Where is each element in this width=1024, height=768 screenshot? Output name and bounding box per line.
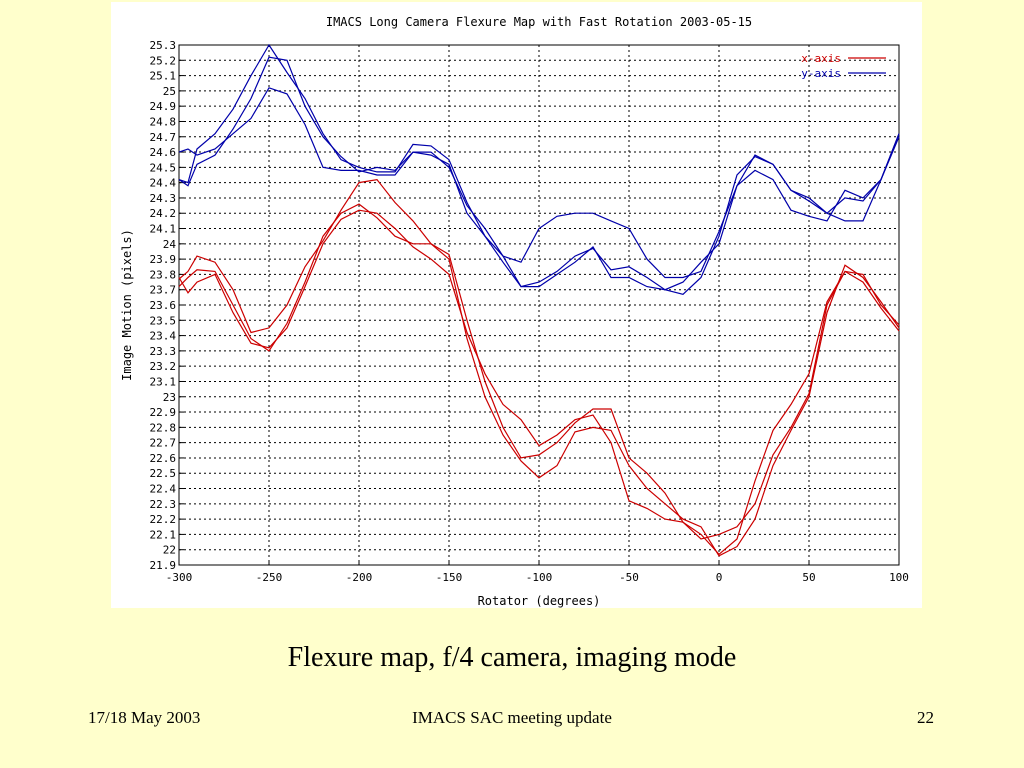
- x-tick-label: -150: [436, 571, 463, 584]
- y-tick-label: 22.8: [150, 421, 177, 434]
- y-tick-label: 24.1: [150, 223, 177, 236]
- y-tick-label: 23.7: [150, 284, 177, 297]
- legend-label-x-axis: x-axis: [801, 52, 841, 65]
- series-lines: [178, 43, 900, 557]
- y-tick-label: 25: [163, 85, 176, 98]
- x-tick-label: -300: [166, 571, 193, 584]
- y-tick-label: 22: [163, 544, 176, 557]
- footer-page-number: 22: [917, 708, 934, 727]
- y-tick-labels: 21.9 22 22.1 22.2 22.3 22.4 22.5 22.6 22.7 22.8 22…: [150, 39, 177, 572]
- y-tick-label: 25.2: [150, 54, 177, 67]
- y-tick-label: 23.6: [150, 299, 177, 312]
- y-tick-label: 24.4: [150, 177, 177, 190]
- y-tick-label: 22.3: [150, 498, 177, 511]
- legend: x-axis y-axis: [801, 52, 886, 80]
- y-tick-label: 24.6: [150, 146, 177, 159]
- y-tick-label: 23.2: [150, 360, 177, 373]
- y-axis-label: Image Motion (pixels): [120, 229, 134, 381]
- flexure-chart: IMACS Long Camera Flexure Map with Fast …: [120, 15, 909, 608]
- series-line-y-axis-5: [178, 56, 900, 291]
- x-tick-label: -50: [619, 571, 639, 584]
- x-tick-labels: -300 -250 -200 -150 -100 -50 0 50 100: [166, 571, 909, 584]
- plot-frame: [178, 44, 900, 566]
- y-tick-label: 23.3: [150, 345, 177, 358]
- y-tick-label: 21.9: [150, 559, 177, 572]
- series-line-x-axis-3: [178, 209, 900, 540]
- slide-caption: Flexure map, f/4 camera, imaging mode: [287, 642, 737, 673]
- x-tick-label: 50: [802, 571, 815, 584]
- y-tick-label: 23.9: [150, 253, 177, 266]
- footer-date: 17/18 May 2003: [88, 708, 201, 727]
- y-tick-label: 25.3: [150, 39, 177, 52]
- y-tick-label: 22.9: [150, 406, 177, 419]
- y-tick-label: 22.1: [150, 528, 177, 541]
- y-tick-label: 24.2: [150, 207, 177, 220]
- y-tick-label: 24.9: [150, 100, 177, 113]
- x-axis-label: Rotator (degrees): [478, 594, 601, 608]
- series-line-y-axis-6: [178, 87, 900, 279]
- series-line-x-axis-1: [178, 178, 900, 556]
- x-tick-label: 0: [716, 571, 723, 584]
- y-tick-label: 22.4: [150, 483, 177, 496]
- y-tick-label: 24.8: [150, 115, 177, 128]
- footer-title: IMACS SAC meeting update: [412, 708, 612, 727]
- y-tick-label: 24: [163, 238, 177, 251]
- chart-panel: IMACS Long Camera Flexure Map with Fast …: [111, 2, 922, 608]
- y-tick-label: 23: [163, 391, 176, 404]
- x-tick-label: 100: [889, 571, 909, 584]
- y-tick-label: 24.5: [150, 161, 177, 174]
- y-tick-label: 22.6: [150, 452, 177, 465]
- y-tick-label: 25.1: [150, 70, 177, 83]
- y-tick-label: 23.1: [150, 375, 177, 388]
- y-tick-label: 22.7: [150, 437, 177, 450]
- x-tick-label: -100: [526, 571, 553, 584]
- x-tick-label: -200: [346, 571, 373, 584]
- y-tick-label: 23.8: [150, 268, 177, 281]
- y-tick-label: 22.5: [150, 467, 177, 480]
- y-tick-label: 24.7: [150, 131, 177, 144]
- chart-title: IMACS Long Camera Flexure Map with Fast …: [326, 15, 752, 29]
- y-tick-label: 24.3: [150, 192, 177, 205]
- y-tick-label: 23.4: [150, 330, 177, 343]
- series-line-x-axis-2: [178, 203, 900, 557]
- legend-label-y-axis: y-axis: [801, 67, 841, 80]
- y-tick-label: 23.5: [150, 314, 177, 327]
- y-tick-label: 22.2: [150, 513, 177, 526]
- x-tick-label: -250: [256, 571, 283, 584]
